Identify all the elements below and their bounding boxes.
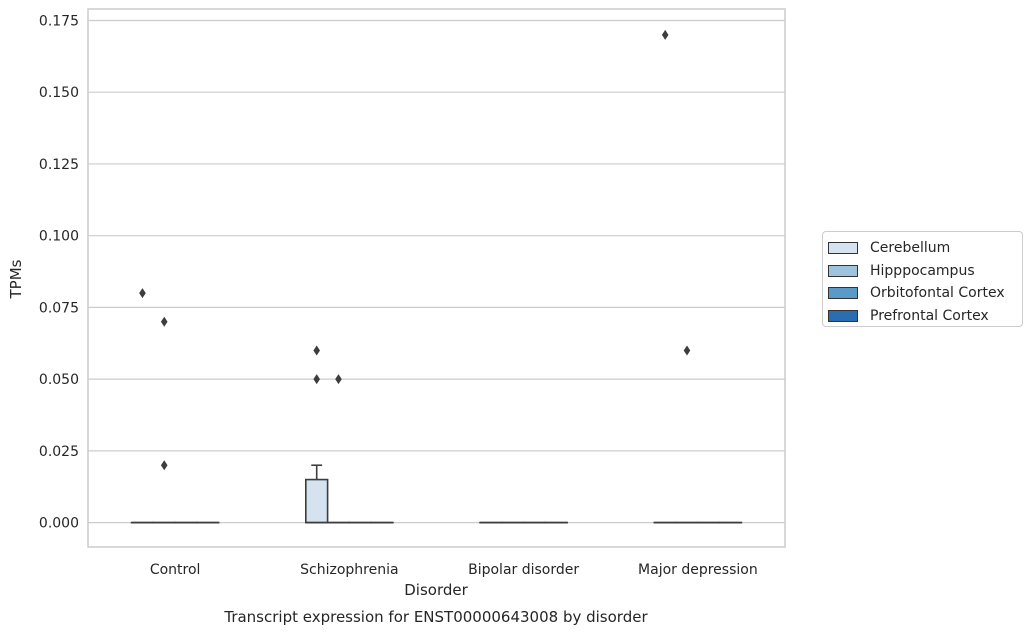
y-tick-label: 0.050 xyxy=(39,372,79,388)
legend-swatch xyxy=(828,264,858,277)
grid-lines xyxy=(88,19,785,524)
y-axis-title: TPMs xyxy=(7,259,25,299)
x-tick-label: Schizophrenia xyxy=(300,562,398,578)
x-tick-label: Control xyxy=(150,562,201,578)
legend: Cerebellum Hipppocampus Orbitofontal Cor… xyxy=(822,231,1023,327)
legend-swatch xyxy=(828,242,858,255)
outlier-point xyxy=(661,29,669,40)
outlier-point xyxy=(683,345,691,356)
y-tick-label: 0.125 xyxy=(39,157,79,173)
y-tick-label: 0.075 xyxy=(39,300,79,316)
outlier-point xyxy=(160,460,168,471)
legend-label: Orbitofontal Cortex xyxy=(870,285,1005,302)
plot-frame xyxy=(87,8,786,548)
outlier-point xyxy=(160,316,168,327)
x-tick-label: Bipolar disorder xyxy=(468,562,579,578)
outlier-point xyxy=(335,374,342,385)
outlier-point xyxy=(313,374,321,385)
legend-label: Cerebellum xyxy=(870,240,951,257)
x-tick-labels: Control Schizophrenia Bipolar disorder Majo… xyxy=(150,562,758,578)
legend-label: Prefrontal Cortex xyxy=(870,307,989,324)
outlier-point xyxy=(313,345,321,356)
legend-item-hippocampus: Hipppocampus xyxy=(828,260,1022,283)
y-tick-label: 0.150 xyxy=(39,85,79,101)
box xyxy=(305,478,329,524)
x-tick-label: Major depression xyxy=(638,562,758,578)
chart-title: Transcript expression for ENST0000064300… xyxy=(223,608,648,626)
legend-item-cerebellum: Cerebellum xyxy=(828,237,1022,260)
y-tick-label: 0.100 xyxy=(39,229,79,245)
legend-item-orbitofrontal-cortex: Orbitofontal Cortex xyxy=(828,282,1022,305)
legend-swatch xyxy=(828,287,858,300)
y-tick-labels: 0.000 0.025 0.050 0.075 0.100 0.125 0.150 0.175 xyxy=(39,13,79,531)
y-tick-label: 0.000 xyxy=(39,516,79,532)
legend-swatch xyxy=(828,309,858,322)
x-axis-title: Disorder xyxy=(404,581,468,599)
legend-label: Hipppocampus xyxy=(870,262,975,279)
outlier-point xyxy=(139,288,146,299)
legend-item-prefrontal-cortex: Prefrontal Cortex xyxy=(828,305,1022,328)
box-plot-marks xyxy=(130,29,743,524)
y-tick-label: 0.175 xyxy=(39,13,79,29)
y-tick-label: 0.025 xyxy=(39,444,79,460)
